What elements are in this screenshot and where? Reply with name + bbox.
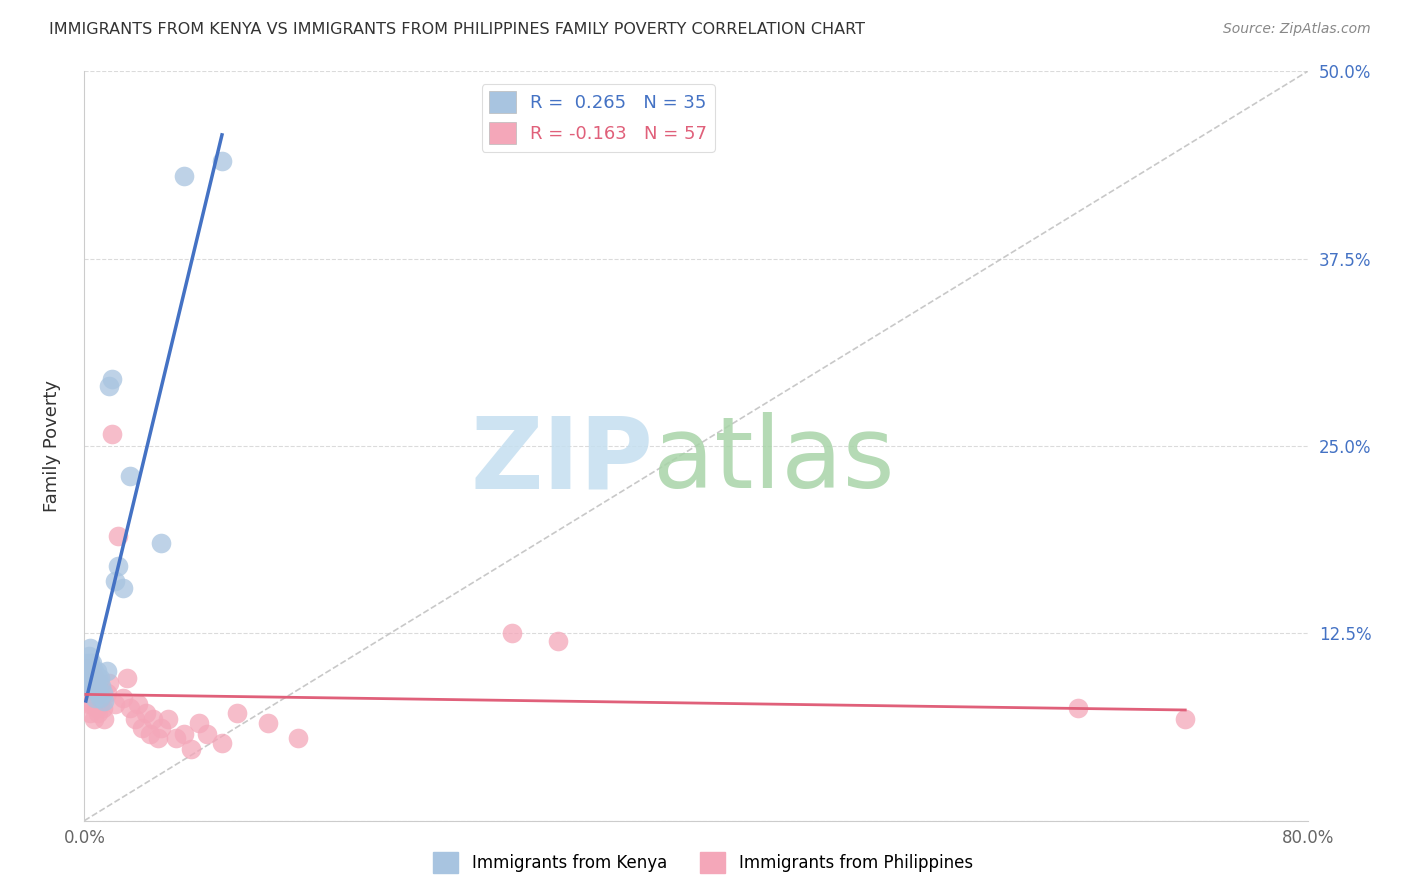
Point <box>111 582 134 596</box>
Point <box>87 686 110 700</box>
Point <box>75 671 97 685</box>
Point <box>1067 701 1090 715</box>
Point <box>107 558 129 573</box>
Point <box>104 574 127 588</box>
Point <box>84 671 107 685</box>
Point <box>79 686 101 700</box>
Point <box>90 690 112 705</box>
Y-axis label: Family Poverty: Family Poverty <box>42 380 60 512</box>
Point <box>79 671 101 685</box>
Point <box>139 727 162 741</box>
Point <box>80 671 103 685</box>
Text: atlas: atlas <box>654 412 894 509</box>
Point <box>146 731 169 746</box>
Point <box>142 712 165 726</box>
Point <box>96 664 118 678</box>
Point <box>89 690 111 705</box>
Point <box>107 529 129 543</box>
Point <box>91 701 114 715</box>
Text: ZIP: ZIP <box>470 412 654 509</box>
Point <box>97 675 120 690</box>
Point <box>83 690 105 705</box>
Point <box>76 675 98 690</box>
Point <box>83 664 105 678</box>
Point <box>77 666 100 681</box>
Point <box>90 679 112 693</box>
Point <box>165 731 187 746</box>
Point <box>77 648 100 663</box>
Point <box>188 716 211 731</box>
Point <box>180 741 202 756</box>
Point <box>124 712 146 726</box>
Point <box>127 697 149 711</box>
Point <box>86 664 108 678</box>
Point <box>93 694 115 708</box>
Point <box>76 671 98 685</box>
Point <box>84 690 107 705</box>
Point <box>91 686 114 700</box>
Point <box>257 716 280 731</box>
Point <box>84 666 107 681</box>
Point <box>76 657 98 671</box>
Point <box>77 664 100 678</box>
Point <box>86 681 108 696</box>
Point <box>97 379 120 393</box>
Point <box>80 664 103 678</box>
Point <box>83 712 105 726</box>
Point <box>76 661 98 675</box>
Text: Source: ZipAtlas.com: Source: ZipAtlas.com <box>1223 22 1371 37</box>
Point <box>1174 712 1197 726</box>
Point <box>79 706 101 720</box>
Point <box>211 736 233 750</box>
Point <box>135 706 157 720</box>
Point <box>93 712 115 726</box>
Point <box>226 706 249 720</box>
Point <box>149 536 172 550</box>
Text: IMMIGRANTS FROM KENYA VS IMMIGRANTS FROM PHILIPPINES FAMILY POVERTY CORRELATION : IMMIGRANTS FROM KENYA VS IMMIGRANTS FROM… <box>49 22 865 37</box>
Point <box>96 686 118 700</box>
Point <box>502 626 524 640</box>
Point <box>77 681 100 696</box>
Point <box>86 701 108 715</box>
Point <box>75 686 97 700</box>
Point <box>101 427 124 442</box>
Point <box>87 686 110 700</box>
Point <box>84 690 107 705</box>
Point <box>87 706 110 720</box>
Point <box>87 671 110 685</box>
Point <box>77 697 100 711</box>
Point <box>173 727 195 741</box>
Point <box>157 712 180 726</box>
Point <box>86 681 108 696</box>
Point <box>80 657 103 671</box>
Point <box>195 727 218 741</box>
Point <box>79 671 101 685</box>
Legend: Immigrants from Kenya, Immigrants from Philippines: Immigrants from Kenya, Immigrants from P… <box>426 846 980 880</box>
Point <box>131 721 153 735</box>
Point <box>89 697 111 711</box>
Point <box>83 681 105 696</box>
Point <box>80 679 103 693</box>
Point <box>173 169 195 184</box>
Point <box>89 671 111 685</box>
Point <box>120 701 142 715</box>
Point <box>101 371 124 385</box>
Point <box>80 697 103 711</box>
Point <box>83 675 105 690</box>
Point <box>75 679 97 693</box>
Point <box>84 675 107 690</box>
Point <box>79 657 101 671</box>
Legend: R =  0.265   N = 35, R = -0.163   N = 57: R = 0.265 N = 35, R = -0.163 N = 57 <box>482 84 714 152</box>
Point <box>104 697 127 711</box>
Point <box>111 690 134 705</box>
Point <box>211 154 233 169</box>
Point <box>149 721 172 735</box>
Point <box>79 641 101 656</box>
Point <box>120 469 142 483</box>
Point <box>547 633 569 648</box>
Point <box>80 679 103 693</box>
Point <box>89 679 111 693</box>
Point <box>287 731 309 746</box>
Point <box>115 671 138 685</box>
